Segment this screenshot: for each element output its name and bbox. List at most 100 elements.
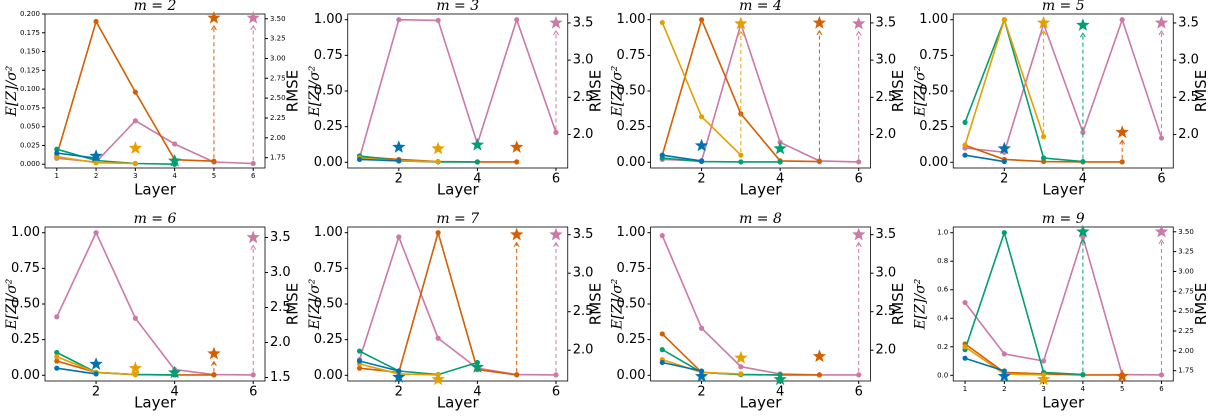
series-point <box>659 347 665 353</box>
series-point <box>738 152 744 158</box>
y2-tick-label: 2.0 <box>1178 127 1199 142</box>
plot-frame <box>650 13 871 169</box>
panel-title: m = 4 <box>739 0 782 14</box>
arrow-head <box>816 29 823 36</box>
x-tick-label: 5 <box>212 172 216 180</box>
series-line <box>359 350 478 376</box>
y-tick-label: 0.150 <box>20 48 40 56</box>
y2-axis-label: RMSE <box>586 283 604 325</box>
series-point <box>435 335 441 341</box>
y2-tick-label: 2.5 <box>1178 90 1199 105</box>
y2-tick-label: 1.75 <box>1178 367 1194 375</box>
y-axis-label: E[Z]/σ² <box>4 278 20 330</box>
y2-tick-label: 2.5 <box>573 304 594 319</box>
rmse-star <box>773 141 787 155</box>
series-line <box>661 17 820 163</box>
y-tick-label: 0.0 <box>937 371 948 379</box>
rmse-star <box>1115 369 1129 382</box>
rmse-star <box>207 11 221 24</box>
series-point <box>962 142 968 148</box>
y2-tick-label: 3.5 <box>270 230 291 245</box>
series-point <box>659 19 665 26</box>
x-tick-label: 4 <box>1081 385 1086 393</box>
x-tick-label: 2 <box>395 385 403 400</box>
y2-axis-label: RMSE <box>889 283 907 325</box>
series-point <box>514 159 520 165</box>
series-line <box>358 17 557 159</box>
series-point <box>659 152 665 158</box>
series-point <box>1001 158 1007 165</box>
panel-title: m = 3 <box>436 0 479 14</box>
series-point <box>356 358 363 364</box>
series-point <box>474 159 480 165</box>
y-tick-label: 0.2 <box>937 343 948 351</box>
y2-tick-label: 3.5 <box>1178 15 1199 30</box>
series-point <box>738 364 744 370</box>
series-point <box>1041 358 1047 364</box>
series-point <box>54 146 60 152</box>
series-point <box>962 355 968 361</box>
y2-tick-label: 3.00 <box>270 54 286 62</box>
rmse-star <box>549 227 563 241</box>
series-point <box>698 158 705 164</box>
arrow-head <box>1119 139 1126 145</box>
series-line <box>662 157 781 163</box>
series-point <box>816 372 823 378</box>
x-axis-label: Layer <box>134 394 177 412</box>
series-point <box>250 160 256 167</box>
y2-tick-label: 3.0 <box>876 53 897 68</box>
series-line <box>56 230 254 376</box>
y-tick-label: 0.050 <box>20 123 40 131</box>
x-tick-label: 4 <box>172 172 177 180</box>
y-tick-label: 0.75 <box>617 261 646 276</box>
x-axis-label: Layer <box>134 181 177 199</box>
y2-tick-label: 2.50 <box>270 94 286 102</box>
rmse-star <box>1076 224 1090 238</box>
y-axis-label: E[Z]/σ² <box>610 278 626 330</box>
x-axis-label: Layer <box>1042 394 1085 412</box>
y-tick-label: 0.00 <box>919 155 948 170</box>
rmse-star <box>812 349 827 362</box>
arrow-head <box>855 30 862 36</box>
panel: m = 6 Layer E[Z]/σ² RMSE 2 4 6 0.00 0.25 0.50 0.75… <box>4 211 302 412</box>
y2-tick-label: 1.5 <box>270 370 291 385</box>
rmse-star <box>997 141 1011 155</box>
series-point <box>93 230 99 236</box>
y2-tick-label: 3.25 <box>1178 248 1194 256</box>
y2-tick-label: 2.25 <box>270 114 286 122</box>
series-point <box>962 119 968 125</box>
x-tick-label: 4 <box>473 172 481 187</box>
y-tick-label: 0.50 <box>314 297 343 312</box>
y-tick-label: 0.50 <box>11 297 40 312</box>
rmse-star <box>246 230 260 244</box>
y2-tick-label: 2.5 <box>876 304 897 319</box>
plot-frame <box>44 13 266 169</box>
series-point <box>132 315 138 321</box>
rmse-star <box>207 346 221 360</box>
rmse-star <box>694 138 709 152</box>
series-point <box>172 141 178 147</box>
series-point <box>962 344 968 350</box>
y-tick-label: 0.75 <box>617 48 646 63</box>
y2-tick-label: 2.75 <box>270 74 286 82</box>
y2-axis-label: RMSE <box>1192 70 1210 112</box>
x-tick-label: 2 <box>697 385 705 400</box>
series-line <box>359 360 399 372</box>
rmse-star <box>997 369 1011 382</box>
y2-tick-label: 3.5 <box>573 15 594 30</box>
y2-axis-label: RMSE <box>284 70 302 112</box>
series-point <box>356 365 363 371</box>
y-tick-label: 0.100 <box>20 85 40 93</box>
rmse-star <box>89 149 103 162</box>
panel: m = 5 Layer E[Z]/σ² RMSE 2 4 6 0.00 0.25 0.50 0.75… <box>912 0 1210 199</box>
y2-tick-label: 2.00 <box>270 134 286 142</box>
y2-tick-label: 3.25 <box>270 35 286 43</box>
y-tick-label: 1.00 <box>314 12 343 27</box>
x-tick-label: 4 <box>776 172 784 187</box>
y-tick-label: 1.00 <box>617 225 646 240</box>
y-tick-label: 0.00 <box>617 368 646 383</box>
arrow-head <box>553 241 559 247</box>
series-point <box>816 158 823 165</box>
series-point <box>553 129 559 135</box>
y2-tick-label: 3.00 <box>1178 267 1194 275</box>
